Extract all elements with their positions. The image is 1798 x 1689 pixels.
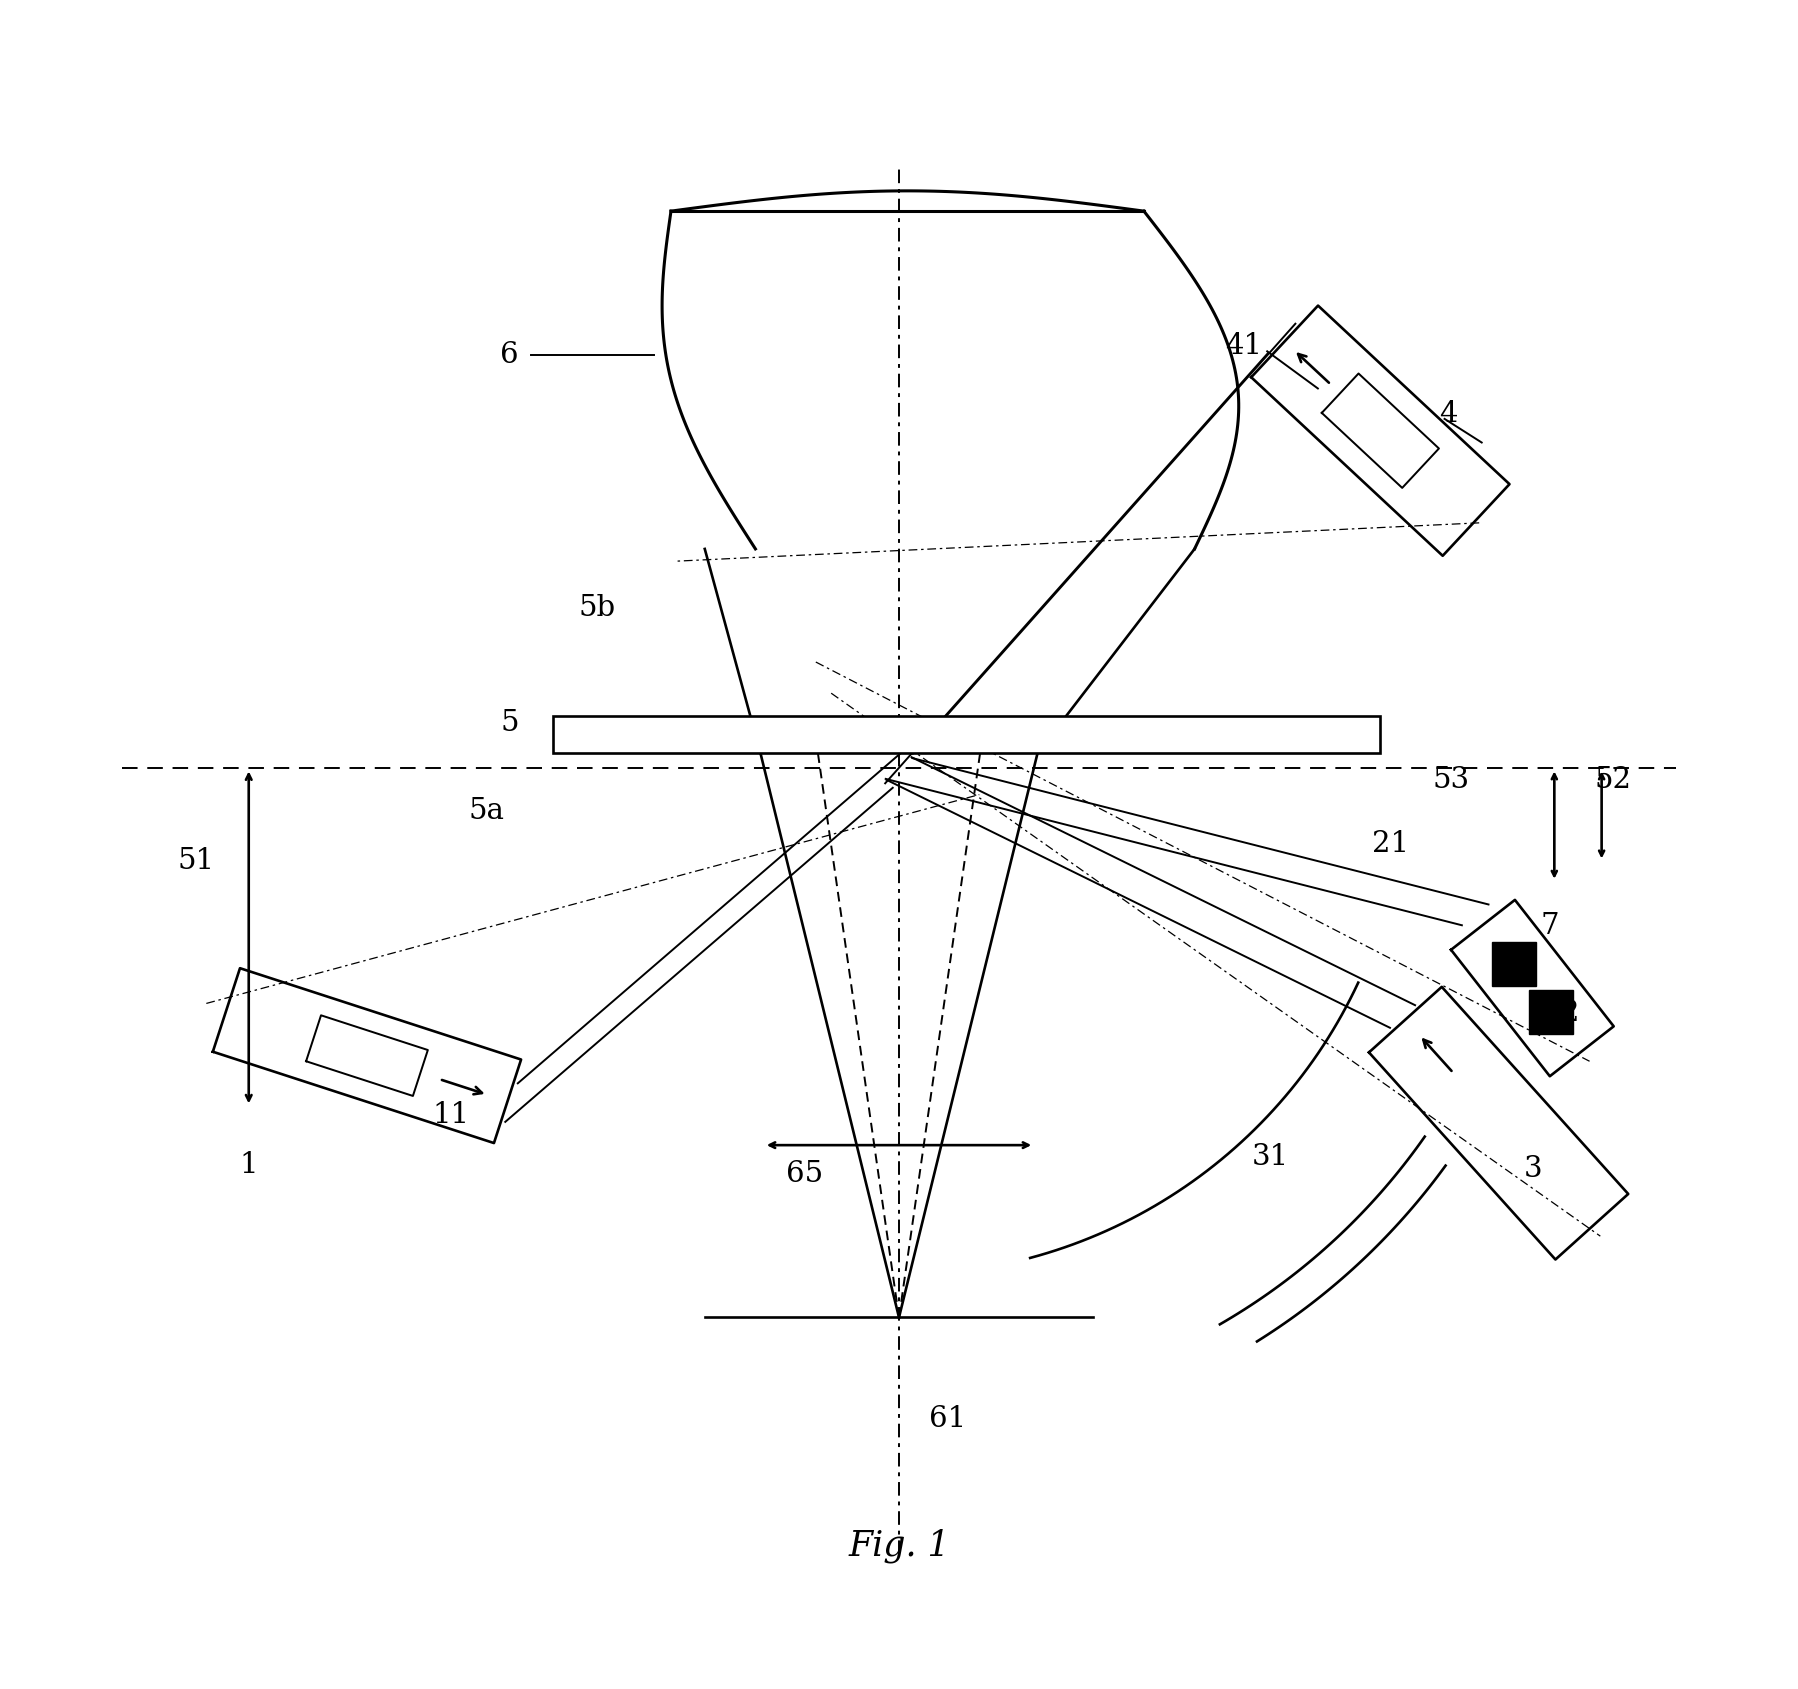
Text: 2: 2	[1561, 1000, 1580, 1027]
Text: 52: 52	[1595, 767, 1633, 794]
Text: 6: 6	[500, 341, 520, 368]
Text: 3: 3	[1525, 1155, 1543, 1182]
Text: 5b: 5b	[579, 595, 615, 622]
Text: 41: 41	[1224, 333, 1262, 360]
Text: 51: 51	[178, 848, 216, 875]
Text: 65: 65	[786, 1160, 823, 1187]
Text: Fig. 1: Fig. 1	[849, 1529, 949, 1562]
Text: 11: 11	[433, 1101, 469, 1128]
Text: 21: 21	[1372, 831, 1410, 858]
Text: 31: 31	[1251, 1143, 1289, 1170]
Text: 1: 1	[239, 1152, 257, 1179]
Text: 53: 53	[1433, 767, 1471, 794]
Bar	[1528, 990, 1573, 1034]
Text: 7: 7	[1541, 912, 1559, 939]
Bar	[552, 716, 1381, 753]
Text: 61: 61	[930, 1405, 967, 1432]
Text: 5: 5	[500, 709, 520, 736]
Bar	[1492, 942, 1535, 986]
Text: 4: 4	[1440, 400, 1458, 427]
Text: 5a: 5a	[467, 797, 503, 824]
